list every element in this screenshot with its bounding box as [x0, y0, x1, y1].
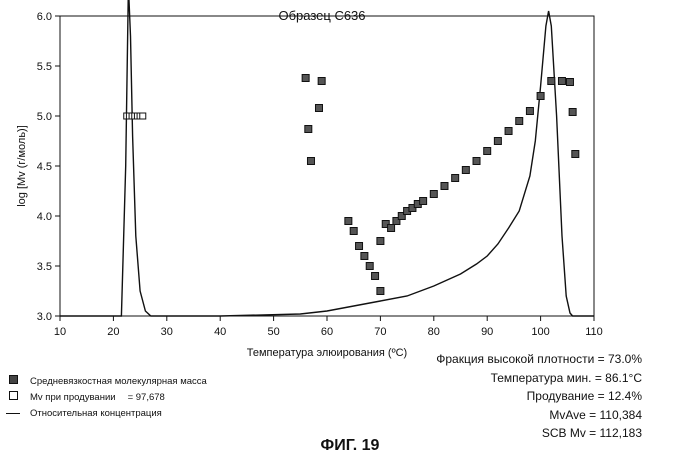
x-tick-label: 50: [267, 326, 279, 338]
mv-point: [304, 125, 313, 133]
mv-point: [547, 77, 556, 85]
x-tick-label: 20: [107, 326, 119, 338]
x-tick-label: 60: [321, 326, 333, 338]
x-tick-label: 70: [374, 326, 386, 338]
y-tick-label: 3.5: [37, 261, 52, 273]
y-axis-label: log [Mv (г/моль)]: [16, 125, 28, 207]
mv-point: [360, 252, 369, 260]
y-tick-label: 5.5: [37, 61, 52, 73]
mv-point: [419, 197, 428, 205]
x-tick-label: 10: [54, 326, 66, 338]
mv-point: [525, 107, 534, 115]
stat-min-temperature: Температура мин. = 86.1°C: [490, 370, 642, 385]
mv-point: [571, 150, 580, 158]
stat-scb-mv: SCB Mv = 112,183: [541, 426, 642, 440]
mv-point: [301, 74, 310, 82]
y-tick-label: 4.5: [37, 161, 52, 173]
mv-point: [472, 157, 481, 165]
stat-high-density-fraction: Фракция высокой плотности = 73.0%: [436, 352, 642, 366]
mv-point: [349, 227, 358, 235]
stat-mv-ave: MvAve = 110,384: [549, 407, 642, 422]
legend-item-purge: Mv при продувании = 97,678: [6, 390, 207, 406]
open-square-icon: [8, 391, 18, 400]
figure-label: ФИГ. 19: [320, 437, 380, 454]
mv-point: [314, 104, 323, 112]
legend-label-mv: Средневязкостная молекулярная масса: [30, 376, 207, 387]
x-tick-label: 90: [481, 326, 493, 338]
mv-point: [387, 224, 396, 232]
mv-point: [493, 137, 502, 145]
concentration-line: [60, 0, 594, 317]
mv-point: [483, 147, 492, 155]
mv-point: [557, 77, 566, 85]
y-tick-label: 3.0: [37, 311, 52, 323]
x-tick-label: 80: [428, 326, 440, 338]
x-tick-label: 100: [531, 326, 549, 338]
legend-label-purge: Mv при продувании: [30, 392, 116, 403]
mv-point: [397, 212, 406, 220]
mv-point: [317, 77, 326, 85]
stats-block: Фракция высокой плотности = 73.0% Темпер…: [436, 350, 642, 443]
stat-purge: Продувание = 12.4%: [526, 389, 642, 403]
mv-point: [461, 166, 470, 174]
y-axis-ticks: 3.0 3.5 4.0 4.5 5.0 5.5 6.0: [37, 11, 60, 323]
legend-item-concentration: Относительная концентрация: [6, 406, 207, 422]
mv-point: [504, 127, 513, 135]
mv-point: [440, 182, 449, 190]
purge-mv-point: [139, 112, 147, 120]
mv-point: [451, 174, 460, 182]
x-tick-label: 30: [161, 326, 173, 338]
mv-point: [429, 190, 438, 198]
x-axis-label: Температура элюирования (ºC): [247, 347, 407, 359]
line-icon: [6, 412, 20, 414]
mv-point: [376, 237, 385, 245]
mv-point: [376, 287, 385, 295]
mv-point: [568, 108, 577, 116]
mv-point: [536, 92, 545, 100]
mv-point: [392, 217, 401, 225]
mv-point: [371, 272, 380, 280]
plot-frame: [59, 15, 595, 317]
mv-point: [515, 117, 524, 125]
legend-value-purge: = 97,678: [127, 392, 165, 403]
x-tick-label: 110: [585, 326, 603, 338]
mv-point: [355, 242, 364, 250]
filled-square-icon: [8, 375, 18, 384]
legend: Средневязкостная молекулярная масса Mv п…: [6, 374, 207, 422]
legend-item-mv: Средневязкостная молекулярная масса: [6, 374, 207, 390]
x-tick-label: 40: [214, 326, 226, 338]
legend-label-concentration: Относительная концентрация: [30, 408, 162, 419]
y-tick-label: 6.0: [37, 11, 52, 23]
mv-point: [565, 78, 574, 86]
mv-point: [306, 157, 315, 165]
purge-mv-series: [123, 112, 147, 120]
mv-series: [301, 74, 580, 295]
mv-point: [365, 262, 374, 270]
mv-point: [344, 217, 353, 225]
concentration-series: [60, 0, 594, 317]
y-tick-label: 5.0: [37, 111, 52, 123]
y-tick-label: 4.0: [37, 211, 52, 223]
x-axis-ticks: 10 20 30 40 50 60 70 80 90 100 110: [54, 316, 603, 338]
